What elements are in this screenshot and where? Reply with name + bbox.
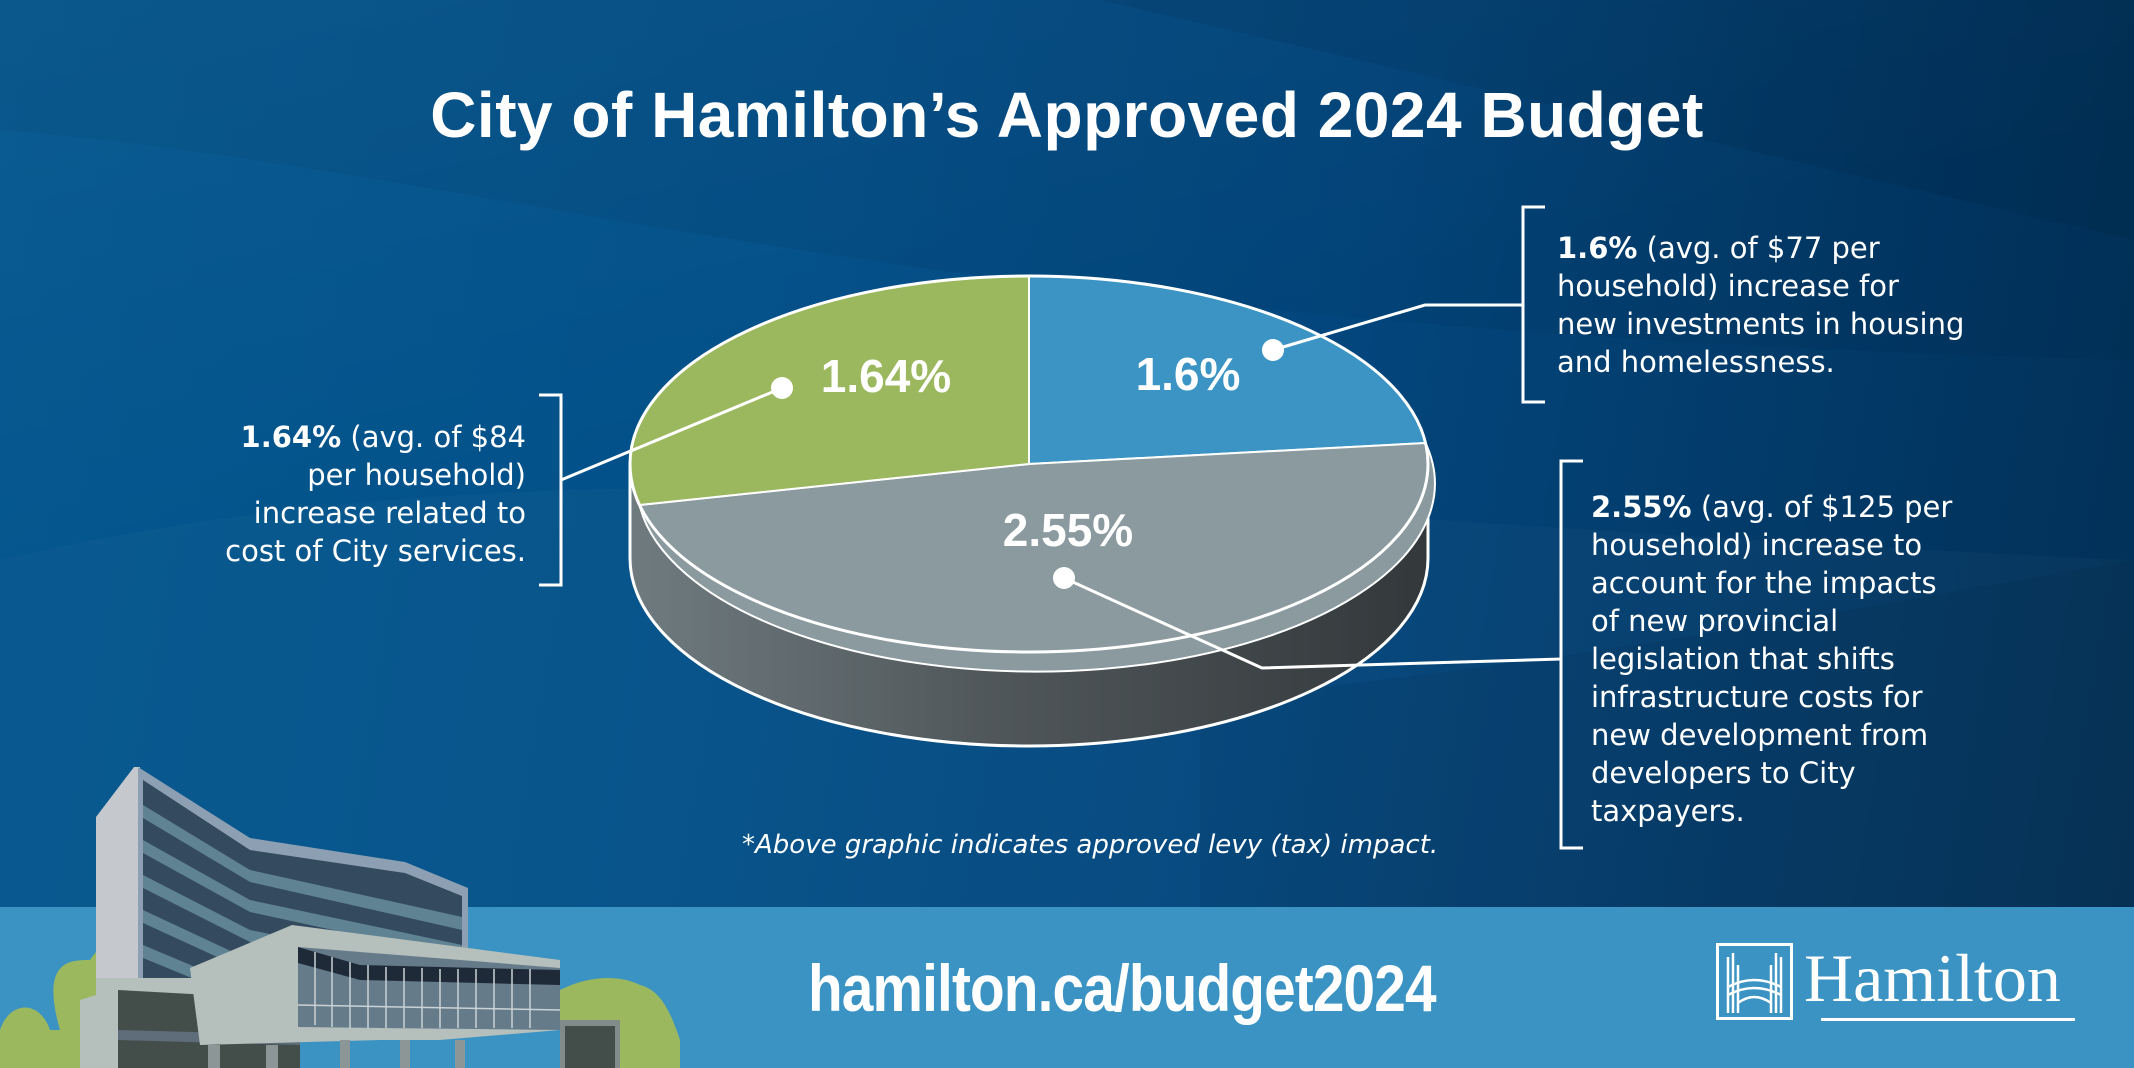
annotation-line: account for the impacts <box>1591 566 1937 600</box>
connector-lines <box>539 205 1583 850</box>
annotation-line: (avg. of $84 <box>341 420 526 454</box>
annotation-value: 2.55% <box>1591 490 1692 524</box>
hamilton-logo: Hamilton <box>1716 940 2075 1023</box>
connector-dots <box>771 339 1284 589</box>
annotation-line: infrastructure costs for <box>1591 680 1923 714</box>
annotation-line: (avg. of $77 per <box>1637 231 1880 265</box>
annotation-line: household) increase to <box>1591 528 1923 562</box>
budget-url-link[interactable]: hamilton.ca/budget2024 <box>808 951 1437 1025</box>
annotation-line: cost of City services. <box>225 534 526 568</box>
annotation-value: 1.64% <box>240 420 342 454</box>
pie-label-housing: 1.6% <box>1136 348 1241 400</box>
annotation-line: household) increase for <box>1557 269 1899 303</box>
annotation-line: legislation that shifts <box>1591 642 1895 676</box>
annotation-provincial-legislation: 2.55% (avg. of $125 per household) incre… <box>1591 488 1991 830</box>
annotation-value: 1.6% <box>1557 231 1638 265</box>
annotation-city-services: 1.64% (avg. of $84 per household) increa… <box>166 418 526 570</box>
annotation-line: of new provincial <box>1591 604 1839 638</box>
pie-slice-provincial-legislation <box>638 441 1436 673</box>
page-title: City of Hamilton’s Approved 2024 Budget <box>430 79 1704 151</box>
annotation-line: per household) <box>307 458 526 492</box>
annotation-line: increase related to <box>253 496 526 530</box>
annotation-line: developers to City <box>1591 756 1856 790</box>
logo-underline <box>1821 1018 2075 1021</box>
annotation-line: and homelessness. <box>1557 345 1835 379</box>
annotation-line: new investments in housing <box>1557 307 1965 341</box>
annotation-line: (avg. of $125 per <box>1691 490 1953 524</box>
pie-label-city-services: 1.64% <box>821 350 951 402</box>
annotation-line: taxpayers. <box>1591 794 1745 828</box>
pie-label-provincial: 2.55% <box>1003 504 1133 556</box>
annotation-line: new development from <box>1591 718 1929 752</box>
hamilton-logo-text: Hamilton <box>1804 940 2061 1016</box>
annotation-housing: 1.6% (avg. of $77 per household) increas… <box>1557 229 1997 381</box>
footnote: *Above graphic indicates approved levy (… <box>742 830 1439 860</box>
hamilton-crest-icon <box>1716 943 1793 1020</box>
